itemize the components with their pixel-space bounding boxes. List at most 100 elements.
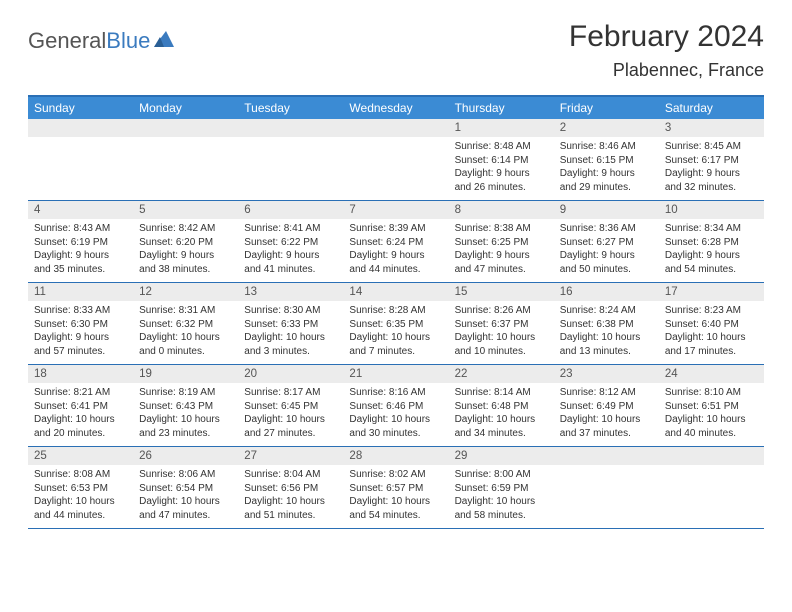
- header: GeneralBlue February 2024 Plabennec, Fra…: [28, 20, 764, 81]
- day-number: 15: [449, 283, 554, 301]
- calendar: SundayMondayTuesdayWednesdayThursdayFrid…: [28, 95, 764, 529]
- day-cell: 24Sunrise: 8:10 AMSunset: 6:51 PMDayligh…: [659, 365, 764, 446]
- day-detail: Sunrise: 8:38 AMSunset: 6:25 PMDaylight:…: [449, 219, 554, 282]
- day-cell: 20Sunrise: 8:17 AMSunset: 6:45 PMDayligh…: [238, 365, 343, 446]
- day-detail: Sunrise: 8:06 AMSunset: 6:54 PMDaylight:…: [133, 465, 238, 528]
- day-cell: [343, 119, 448, 200]
- week-row: 11Sunrise: 8:33 AMSunset: 6:30 PMDayligh…: [28, 283, 764, 365]
- day-detail: Sunrise: 8:42 AMSunset: 6:20 PMDaylight:…: [133, 219, 238, 282]
- calendar-page: GeneralBlue February 2024 Plabennec, Fra…: [0, 0, 792, 549]
- day-detail: Sunrise: 8:43 AMSunset: 6:19 PMDaylight:…: [28, 219, 133, 282]
- day-number: 16: [554, 283, 659, 301]
- day-number: 1: [449, 119, 554, 137]
- day-cell: 29Sunrise: 8:00 AMSunset: 6:59 PMDayligh…: [449, 447, 554, 528]
- day-number: 27: [238, 447, 343, 465]
- day-number: 14: [343, 283, 448, 301]
- location: Plabennec, France: [569, 60, 764, 81]
- day-number: 23: [554, 365, 659, 383]
- day-number: 12: [133, 283, 238, 301]
- day-number: [554, 447, 659, 465]
- day-cell: 1Sunrise: 8:48 AMSunset: 6:14 PMDaylight…: [449, 119, 554, 200]
- day-detail: Sunrise: 8:45 AMSunset: 6:17 PMDaylight:…: [659, 137, 764, 200]
- day-number: 20: [238, 365, 343, 383]
- day-detail: Sunrise: 8:12 AMSunset: 6:49 PMDaylight:…: [554, 383, 659, 446]
- day-number: 9: [554, 201, 659, 219]
- day-detail: Sunrise: 8:00 AMSunset: 6:59 PMDaylight:…: [449, 465, 554, 528]
- day-header-row: SundayMondayTuesdayWednesdayThursdayFrid…: [28, 97, 764, 119]
- day-header-cell: Friday: [554, 97, 659, 119]
- day-number: 10: [659, 201, 764, 219]
- day-number: 25: [28, 447, 133, 465]
- day-number: 28: [343, 447, 448, 465]
- logo-text-gray: General: [28, 28, 106, 53]
- day-detail: Sunrise: 8:34 AMSunset: 6:28 PMDaylight:…: [659, 219, 764, 282]
- day-detail: Sunrise: 8:46 AMSunset: 6:15 PMDaylight:…: [554, 137, 659, 200]
- day-detail: [343, 137, 448, 195]
- day-detail: [238, 137, 343, 195]
- day-header-cell: Monday: [133, 97, 238, 119]
- day-detail: Sunrise: 8:16 AMSunset: 6:46 PMDaylight:…: [343, 383, 448, 446]
- day-cell: 21Sunrise: 8:16 AMSunset: 6:46 PMDayligh…: [343, 365, 448, 446]
- week-row: 25Sunrise: 8:08 AMSunset: 6:53 PMDayligh…: [28, 447, 764, 529]
- weeks-container: 1Sunrise: 8:48 AMSunset: 6:14 PMDaylight…: [28, 119, 764, 529]
- week-row: 1Sunrise: 8:48 AMSunset: 6:14 PMDaylight…: [28, 119, 764, 201]
- day-cell: [554, 447, 659, 528]
- sail-icon: [152, 29, 176, 54]
- day-cell: 10Sunrise: 8:34 AMSunset: 6:28 PMDayligh…: [659, 201, 764, 282]
- day-number: 22: [449, 365, 554, 383]
- day-cell: [238, 119, 343, 200]
- day-detail: Sunrise: 8:23 AMSunset: 6:40 PMDaylight:…: [659, 301, 764, 364]
- day-detail: Sunrise: 8:48 AMSunset: 6:14 PMDaylight:…: [449, 137, 554, 200]
- day-number: 3: [659, 119, 764, 137]
- day-header-cell: Wednesday: [343, 97, 448, 119]
- week-row: 18Sunrise: 8:21 AMSunset: 6:41 PMDayligh…: [28, 365, 764, 447]
- day-number: 11: [28, 283, 133, 301]
- logo-text: GeneralBlue: [28, 28, 150, 54]
- day-detail: Sunrise: 8:04 AMSunset: 6:56 PMDaylight:…: [238, 465, 343, 528]
- day-cell: [28, 119, 133, 200]
- day-detail: [554, 465, 659, 523]
- day-cell: 3Sunrise: 8:45 AMSunset: 6:17 PMDaylight…: [659, 119, 764, 200]
- day-cell: 6Sunrise: 8:41 AMSunset: 6:22 PMDaylight…: [238, 201, 343, 282]
- day-detail: Sunrise: 8:41 AMSunset: 6:22 PMDaylight:…: [238, 219, 343, 282]
- day-number: 5: [133, 201, 238, 219]
- day-header-cell: Tuesday: [238, 97, 343, 119]
- day-cell: 18Sunrise: 8:21 AMSunset: 6:41 PMDayligh…: [28, 365, 133, 446]
- day-detail: Sunrise: 8:17 AMSunset: 6:45 PMDaylight:…: [238, 383, 343, 446]
- day-detail: Sunrise: 8:28 AMSunset: 6:35 PMDaylight:…: [343, 301, 448, 364]
- day-cell: 25Sunrise: 8:08 AMSunset: 6:53 PMDayligh…: [28, 447, 133, 528]
- day-cell: 4Sunrise: 8:43 AMSunset: 6:19 PMDaylight…: [28, 201, 133, 282]
- day-number: 19: [133, 365, 238, 383]
- day-cell: 12Sunrise: 8:31 AMSunset: 6:32 PMDayligh…: [133, 283, 238, 364]
- day-cell: 13Sunrise: 8:30 AMSunset: 6:33 PMDayligh…: [238, 283, 343, 364]
- logo: GeneralBlue: [28, 28, 176, 54]
- month-title: February 2024: [569, 20, 764, 54]
- day-number: 29: [449, 447, 554, 465]
- day-detail: Sunrise: 8:24 AMSunset: 6:38 PMDaylight:…: [554, 301, 659, 364]
- day-detail: Sunrise: 8:26 AMSunset: 6:37 PMDaylight:…: [449, 301, 554, 364]
- title-block: February 2024 Plabennec, France: [569, 20, 764, 81]
- day-cell: 26Sunrise: 8:06 AMSunset: 6:54 PMDayligh…: [133, 447, 238, 528]
- day-cell: 16Sunrise: 8:24 AMSunset: 6:38 PMDayligh…: [554, 283, 659, 364]
- day-cell: 23Sunrise: 8:12 AMSunset: 6:49 PMDayligh…: [554, 365, 659, 446]
- day-number: 8: [449, 201, 554, 219]
- day-detail: [28, 137, 133, 195]
- day-detail: Sunrise: 8:10 AMSunset: 6:51 PMDaylight:…: [659, 383, 764, 446]
- day-number: [133, 119, 238, 137]
- day-number: [659, 447, 764, 465]
- day-number: [28, 119, 133, 137]
- day-number: 17: [659, 283, 764, 301]
- day-cell: 11Sunrise: 8:33 AMSunset: 6:30 PMDayligh…: [28, 283, 133, 364]
- week-row: 4Sunrise: 8:43 AMSunset: 6:19 PMDaylight…: [28, 201, 764, 283]
- day-number: [238, 119, 343, 137]
- day-number: 2: [554, 119, 659, 137]
- day-detail: Sunrise: 8:39 AMSunset: 6:24 PMDaylight:…: [343, 219, 448, 282]
- day-cell: 22Sunrise: 8:14 AMSunset: 6:48 PMDayligh…: [449, 365, 554, 446]
- day-cell: 15Sunrise: 8:26 AMSunset: 6:37 PMDayligh…: [449, 283, 554, 364]
- day-number: 21: [343, 365, 448, 383]
- day-cell: 2Sunrise: 8:46 AMSunset: 6:15 PMDaylight…: [554, 119, 659, 200]
- day-cell: [133, 119, 238, 200]
- day-cell: 9Sunrise: 8:36 AMSunset: 6:27 PMDaylight…: [554, 201, 659, 282]
- day-detail: Sunrise: 8:08 AMSunset: 6:53 PMDaylight:…: [28, 465, 133, 528]
- day-number: 18: [28, 365, 133, 383]
